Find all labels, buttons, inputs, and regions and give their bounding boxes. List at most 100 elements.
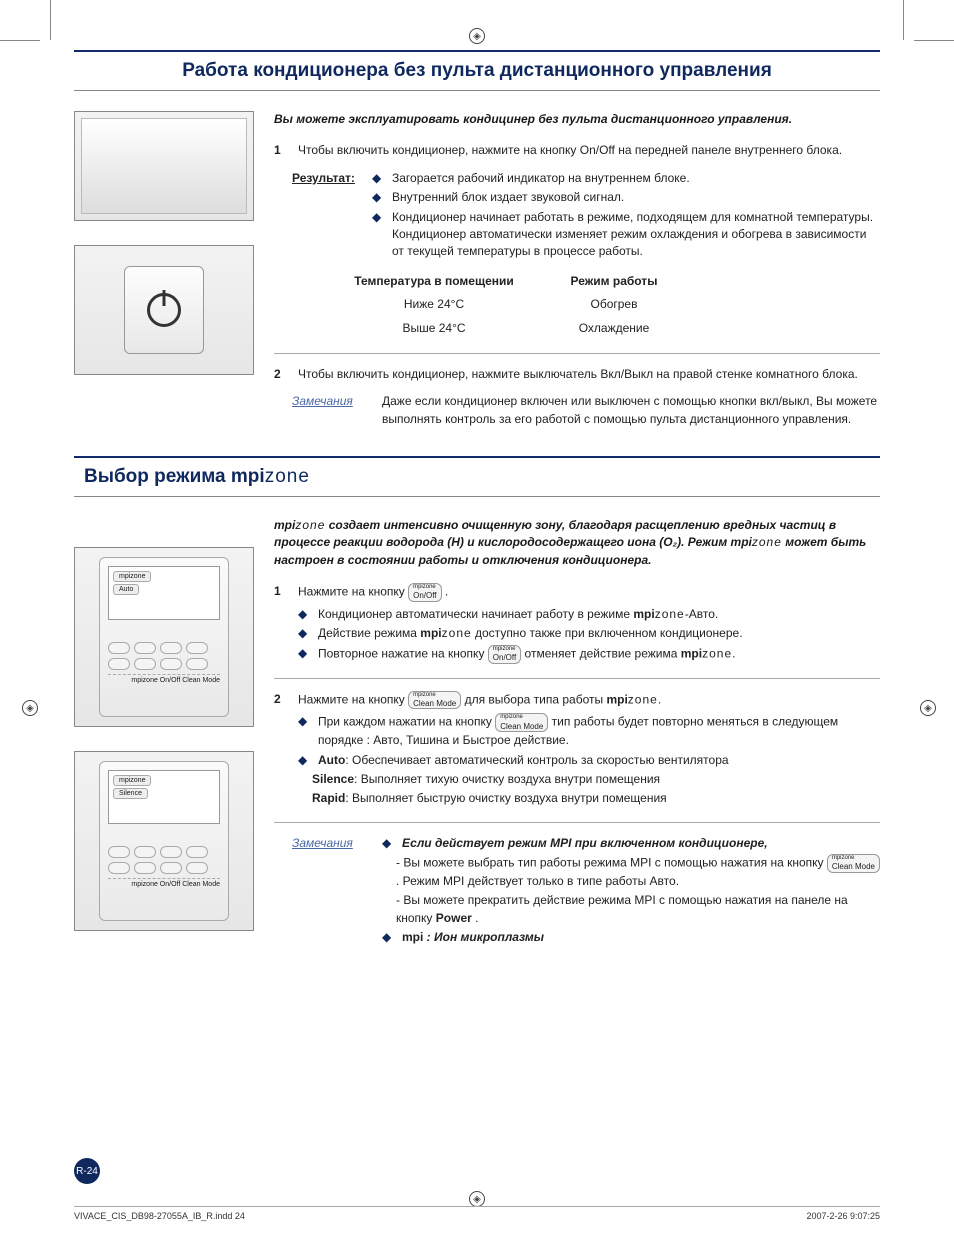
bullet-item: ◆ Загорается рабочий индикатор на внутрен…: [372, 170, 880, 187]
bullet-text: Загорается рабочий индикатор на внутренн…: [392, 170, 690, 187]
bullets: ◆При каждом нажатии на кнопку mpizoneCle…: [298, 713, 880, 807]
divider: [274, 822, 880, 823]
illustration-column: [74, 111, 254, 428]
step-text: Чтобы включить кондиционер, нажмите выкл…: [298, 366, 880, 383]
footer-file: VIVACE_CIS_DB98-27055A_IB_R.indd 24: [74, 1211, 245, 1221]
print-footer: VIVACE_CIS_DB98-27055A_IB_R.indd 24 2007…: [74, 1206, 880, 1221]
diamond-icon: ◆: [298, 606, 310, 623]
illustration-column: mpizone Auto mpizone On/Off Clean Mode m…: [74, 517, 254, 955]
crop-mark: [50, 0, 51, 40]
bullet-item: ◆mpi : Ион микроплазмы: [382, 929, 880, 946]
remote-btn: [134, 846, 156, 858]
diamond-icon: ◆: [298, 625, 310, 642]
remote-btn: [186, 846, 208, 858]
zone-text: zone: [265, 466, 310, 487]
screen-tag: mpizone: [113, 775, 151, 786]
section-title: Выбор режима mpizone: [84, 466, 870, 488]
footer-date: 2007-2-26 9:07:25: [806, 1211, 880, 1221]
step-text: Нажмите на кнопку: [298, 585, 408, 599]
note-label: Замечания: [292, 393, 370, 428]
bullet-item: ◆Auto: Обеспечивает автоматический контр…: [298, 752, 880, 769]
intro-text: mpizone создает интенсивно очищенную зон…: [274, 517, 880, 569]
remote-btn: [108, 658, 130, 670]
bullet-item: Silence: Выполняет тихую очистку воздуха…: [312, 771, 880, 788]
remote-btn: [160, 862, 182, 874]
crop-mark: [914, 40, 954, 41]
text-column: Вы можете эксплуатировать кондицинер без…: [274, 111, 880, 428]
step-2: 2 Чтобы включить кондиционер, нажмите вы…: [274, 366, 880, 383]
screen-mode: Silence: [113, 788, 148, 799]
cleanmode-button-icon: mpizoneClean Mode: [408, 691, 461, 710]
step-body: Нажмите на кнопку mpizoneClean Mode для …: [298, 691, 880, 810]
result-label: Результат:: [292, 170, 362, 263]
bullet-item: Rapid: Выполняет быструю очистку воздуха…: [312, 790, 880, 807]
registration-mark: [22, 700, 38, 716]
section-heading: Выбор режима mpizone: [74, 456, 880, 497]
power-button-frame: [124, 266, 204, 354]
table-cell: Ниже 24°C: [324, 296, 544, 313]
diamond-icon: ◆: [382, 929, 394, 946]
remote-btn: [160, 846, 182, 858]
step-1: 1 Чтобы включить кондиционер, нажмите на…: [274, 142, 880, 159]
power-icon: [147, 293, 181, 327]
bullet-text: Внутренний блок издает звуковой сигнал.: [392, 189, 624, 206]
remote-btn: [108, 846, 130, 858]
bullet-item: ◆Кондиционер начинает работать в режиме,…: [372, 209, 880, 261]
registration-mark: [469, 28, 485, 44]
ac-unit-illustration: [74, 111, 254, 221]
step-number: 1: [274, 583, 288, 665]
remote-btn: [186, 862, 208, 874]
remote-btn: [160, 642, 182, 654]
section1-body: Вы можете эксплуатировать кондицинер без…: [74, 111, 880, 428]
remote-footer-label: mpizone On/Off Clean Mode: [108, 878, 220, 888]
diamond-icon: ◆: [298, 645, 310, 664]
section-title: Работа кондиционера без пульта дистанцио…: [84, 60, 870, 82]
note-block: Замечания ◆Если действует режим MPI при …: [292, 835, 880, 949]
remote-btn: [134, 658, 156, 670]
sub-item: - Вы можете выбрать тип работы режима MP…: [396, 854, 880, 890]
remote-btn: [134, 642, 156, 654]
bullets: ◆Кондиционер автоматически начинает рабо…: [298, 606, 880, 664]
diamond-icon: ◆: [298, 752, 310, 769]
divider: [274, 678, 880, 679]
cleanmode-button-icon: mpizoneClean Mode: [495, 713, 548, 732]
text-column: mpizone создает интенсивно очищенную зон…: [274, 517, 880, 955]
section2-body: mpizone Auto mpizone On/Off Clean Mode m…: [74, 517, 880, 955]
manual-page: Работа кондиционера без пульта дистанцио…: [74, 50, 880, 1180]
diamond-icon: ◆: [372, 189, 384, 206]
crop-mark: [0, 40, 40, 41]
diamond-icon: ◆: [298, 713, 310, 749]
diamond-icon: ◆: [372, 170, 384, 187]
bullet-item: ◆Кондиционер автоматически начинает рабо…: [298, 606, 880, 623]
intro-text: Вы можете эксплуатировать кондицинер без…: [274, 111, 880, 128]
bullet-text: Кондиционер начинает работать в режиме, …: [392, 209, 880, 261]
table-cell: Охлаждение: [544, 320, 684, 337]
step-number: 2: [274, 691, 288, 810]
mpi-text: mpi: [231, 466, 265, 487]
screen-mode: Auto: [113, 584, 139, 595]
table-cell: Выше 24°C: [324, 320, 544, 337]
onoff-button-icon: mpizoneOn/Off: [408, 583, 441, 602]
bullet-item: ◆Действие режима mpizone доступно также …: [298, 625, 880, 642]
remote-btn: [134, 862, 156, 874]
bullet-item: ◆ Внутренний блок издает звуковой сигнал.: [372, 189, 880, 206]
remote-btn: [108, 862, 130, 874]
bullet-item: ◆Повторное нажатие на кнопку mpizoneOn/O…: [298, 645, 880, 664]
remote-footer-label: mpizone On/Off Clean Mode: [108, 674, 220, 684]
bullet-item: ◆При каждом нажатии на кнопку mpizoneCle…: [298, 713, 880, 749]
step-1: 1 Нажмите на кнопку mpizoneOn/Off . ◆Кон…: [274, 583, 880, 665]
result-block: Результат: ◆ Загорается рабочий индикатор…: [292, 170, 880, 263]
remote-illustration-auto: mpizone Auto mpizone On/Off Clean Mode: [74, 547, 254, 727]
spacer: [74, 517, 254, 547]
table-header: Режим работы: [544, 273, 684, 290]
step-number: 1: [274, 142, 288, 159]
table-cell: Обогрев: [544, 296, 684, 313]
bullet-item: ◆Если действует режим MPI при включенном…: [382, 835, 880, 852]
registration-mark: [920, 700, 936, 716]
note-bullets: ◆Если действует режим MPI при включенном…: [382, 835, 880, 949]
crop-mark: [903, 0, 904, 40]
step-number: 2: [274, 366, 288, 383]
remote-btn: [108, 642, 130, 654]
note-block: Замечания Даже если кондиционер включен …: [292, 393, 880, 428]
sub-item: - Вы можете прекратить действие режима M…: [396, 892, 880, 927]
